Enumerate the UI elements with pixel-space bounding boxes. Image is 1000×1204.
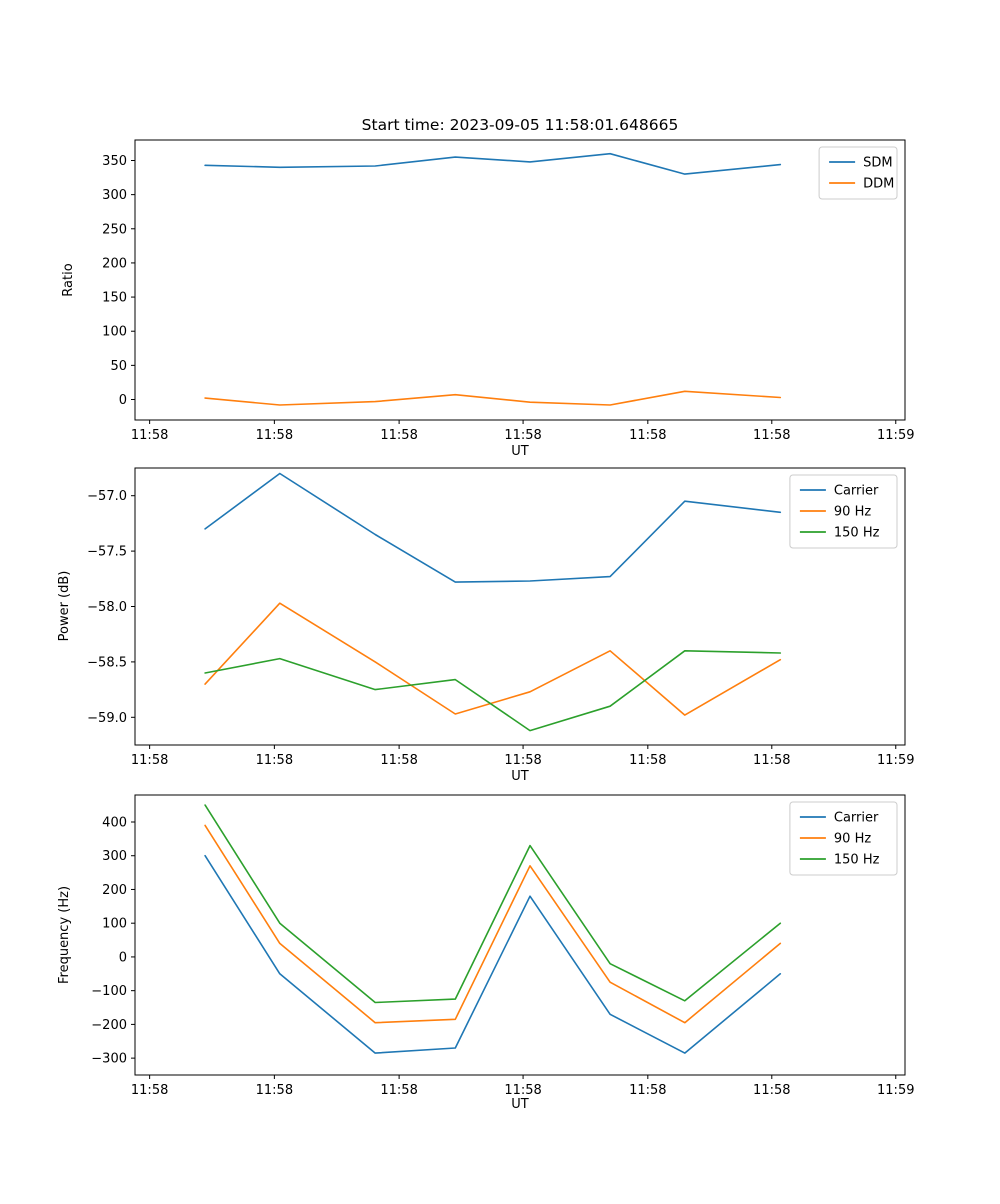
y-tick-label: −59.0	[87, 711, 127, 726]
legend-label: 150 Hz	[834, 526, 880, 541]
y-axis-label: Ratio	[61, 263, 76, 296]
legend-box	[789, 474, 898, 549]
legend-label: 150 Hz	[834, 853, 880, 868]
y-tick-label: 300	[102, 849, 127, 864]
y-tick-label: 100	[102, 325, 127, 340]
y-tick-label: 0	[119, 393, 127, 408]
series-line-carrier	[204, 854, 782, 1054]
y-tick-label: 400	[102, 815, 127, 830]
y-axis-label: Frequency (Hz)	[57, 886, 72, 984]
y-tick-label: 250	[102, 222, 127, 237]
x-tick-label: 11:59	[877, 753, 914, 768]
series-line-150-hz	[204, 804, 782, 1004]
y-axis-label: Power (dB)	[57, 571, 72, 642]
y-tick-label: 150	[102, 291, 127, 306]
chart-power: UT Power (dB) 11:58 11:58 11:58 11:58 11:58 1…	[57, 467, 914, 784]
x-tick-label: 11:58	[380, 1083, 417, 1098]
x-tick-label: 11:58	[504, 753, 541, 768]
legend-label: DDM	[863, 177, 894, 192]
legend-label: Carrier	[834, 484, 879, 499]
legend: SDM DDM	[818, 146, 898, 200]
y-tick-label: 0	[119, 950, 127, 965]
y-tick-label: 100	[102, 917, 127, 932]
y-tick-label: −300	[91, 1052, 127, 1067]
figure-title: Start time: 2023-09-05 11:58:01.648665	[362, 116, 679, 134]
x-tick-label: 11:58	[629, 753, 666, 768]
x-axis-label: UT	[511, 1097, 529, 1112]
x-tick-label: 11:59	[877, 428, 914, 443]
legend-label: Carrier	[834, 811, 879, 826]
series-line-ddm	[204, 390, 782, 406]
series-line-150-hz	[204, 649, 782, 732]
legend: Carrier 90 Hz 150 Hz	[789, 801, 898, 876]
y-tick-label: −100	[91, 984, 127, 999]
x-tick-label: 11:58	[629, 1083, 666, 1098]
x-tick-label: 11:58	[131, 428, 168, 443]
x-tick-label: 11:59	[877, 1083, 914, 1098]
legend-box	[818, 146, 898, 200]
legend-box	[789, 801, 898, 876]
series-line-sdm	[204, 152, 782, 175]
legend: Carrier 90 Hz 150 Hz	[789, 474, 898, 549]
y-tick-label: −57.5	[87, 545, 127, 560]
x-tick-label: 11:58	[753, 753, 790, 768]
plot-border	[134, 794, 906, 1076]
x-tick-label: 11:58	[380, 753, 417, 768]
y-tick-label: 200	[102, 256, 127, 271]
x-tick-label: 11:58	[504, 428, 541, 443]
x-tick-label: 11:58	[629, 428, 666, 443]
legend-label: 90 Hz	[834, 505, 871, 520]
series-line-90-hz	[204, 602, 782, 716]
legend-label: SDM	[863, 156, 892, 171]
chart-ratio: UT Ratio 11:58 11:58 11:58 11:58 11:58 11:58 1…	[61, 139, 914, 459]
y-tick-label: 200	[102, 883, 127, 898]
x-tick-label: 11:58	[256, 428, 293, 443]
x-tick-label: 11:58	[753, 1083, 790, 1098]
y-tick-label: −58.5	[87, 655, 127, 670]
x-tick-label: 11:58	[504, 1083, 541, 1098]
x-axis-label: UT	[511, 444, 529, 459]
x-tick-label: 11:58	[753, 428, 790, 443]
y-tick-label: −200	[91, 1018, 127, 1033]
chart-frequency: UT Frequency (Hz) 11:58 11:58 11:58 11:58 11…	[57, 794, 914, 1112]
series-line-carrier	[204, 472, 782, 583]
x-axis-label: UT	[511, 769, 529, 784]
y-tick-label: 350	[102, 154, 127, 169]
legend-label: 90 Hz	[834, 832, 871, 847]
x-tick-label: 11:58	[131, 753, 168, 768]
y-tick-label: 50	[110, 359, 127, 374]
plot-border	[134, 139, 906, 421]
x-tick-label: 11:58	[256, 753, 293, 768]
y-tick-label: 300	[102, 188, 127, 203]
x-tick-label: 11:58	[380, 428, 417, 443]
x-tick-label: 11:58	[131, 1083, 168, 1098]
series-line-90-hz	[204, 824, 782, 1024]
y-tick-label: −57.0	[87, 489, 127, 504]
y-tick-label: −58.0	[87, 600, 127, 615]
x-tick-label: 11:58	[256, 1083, 293, 1098]
